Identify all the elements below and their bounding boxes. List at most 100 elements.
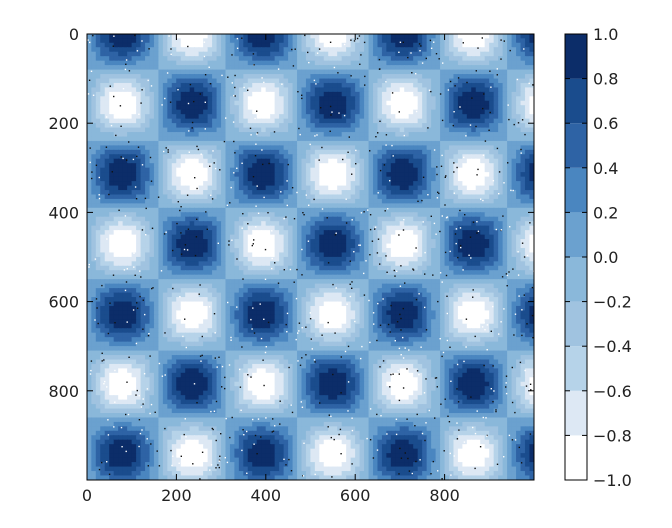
heatmap-cell [302, 239, 307, 244]
heatmap-cell [114, 105, 119, 110]
heatmap-cell [512, 239, 517, 244]
heatmap-cell [293, 110, 298, 115]
heatmap-cell [230, 38, 235, 43]
heatmap-cell [521, 92, 526, 97]
heatmap-cell [226, 123, 231, 128]
heatmap-cell [306, 74, 311, 79]
heatmap-cell [431, 163, 436, 168]
heatmap-cell [243, 79, 248, 84]
heatmap-cell [288, 230, 293, 235]
heatmap-cell [328, 172, 333, 177]
heatmap-cell [512, 96, 517, 101]
heatmap-cell [284, 128, 289, 133]
heatmap-cell [525, 172, 530, 177]
heatmap-cell [386, 186, 391, 191]
heatmap-cell [507, 56, 512, 61]
heatmap-cell [476, 239, 481, 244]
heatmap-cell [404, 114, 409, 119]
heatmap-cell [181, 212, 186, 217]
heatmap-cell [167, 163, 172, 168]
heatmap-cell [243, 159, 248, 164]
heatmap-cell [154, 163, 159, 168]
heatmap-cell [167, 92, 172, 97]
heatmap-cell [445, 159, 450, 164]
heatmap-cell [342, 154, 347, 159]
heatmap-cell [212, 203, 217, 208]
heatmap-cell [480, 212, 485, 217]
heatmap-cell [217, 132, 222, 137]
heatmap-cell [445, 146, 450, 151]
heatmap-cell [136, 83, 141, 88]
heatmap-cell [409, 230, 414, 235]
heatmap-cell [485, 123, 490, 128]
heatmap-cell [109, 163, 114, 168]
heatmap-cell [404, 163, 409, 168]
heatmap-cell [235, 154, 240, 159]
heatmap-cell [132, 172, 137, 177]
heatmap-cell [181, 128, 186, 133]
heatmap-cell [315, 105, 320, 110]
heatmap-cell [378, 47, 383, 52]
heatmap-cell [360, 186, 365, 191]
heatmap-cell [176, 132, 181, 137]
heatmap-cell [445, 65, 450, 70]
heatmap-cell [239, 230, 244, 235]
heatmap-cell [141, 96, 146, 101]
heatmap-cell [391, 208, 396, 213]
heatmap-cell [355, 92, 360, 97]
heatmap-cell [167, 141, 172, 146]
heatmap-cell [185, 168, 190, 173]
heatmap-cell [194, 96, 199, 101]
heatmap-cell [87, 34, 92, 39]
heatmap-cell [257, 168, 262, 173]
heatmap-cell [360, 244, 365, 249]
heatmap-cell [422, 235, 427, 240]
heatmap-cell [163, 52, 168, 57]
heatmap-cell [355, 154, 360, 159]
heatmap-cell [91, 114, 96, 119]
heatmap-cell [333, 195, 338, 200]
heatmap-cell [355, 186, 360, 191]
heatmap-cell [485, 221, 490, 226]
heatmap-cell [217, 83, 222, 88]
heatmap-cell [404, 221, 409, 226]
heatmap-cell [185, 65, 190, 70]
heatmap-cell [386, 199, 391, 204]
heatmap-cell [418, 56, 423, 61]
heatmap-cell [319, 217, 324, 222]
heatmap-cell [105, 56, 110, 61]
heatmap-cell [360, 199, 365, 204]
heatmap-cell [114, 208, 119, 213]
heatmap-cell [315, 154, 320, 159]
heatmap-cell [167, 226, 172, 231]
heatmap-cell [306, 132, 311, 137]
heatmap-cell [311, 74, 316, 79]
heatmap-cell [382, 137, 387, 142]
heatmap-cell [226, 52, 231, 57]
heatmap-cell [454, 74, 459, 79]
heatmap-cell [369, 190, 374, 195]
heatmap-cell [190, 199, 195, 204]
heatmap-cell [123, 92, 128, 97]
heatmap-cell [525, 163, 530, 168]
heatmap-cell [440, 74, 445, 79]
heatmap-cell [163, 123, 168, 128]
heatmap-cell [199, 181, 204, 186]
heatmap-cell [212, 208, 217, 213]
heatmap-cell [293, 235, 298, 240]
heatmap-cell [355, 181, 360, 186]
heatmap-cell [431, 110, 436, 115]
heatmap-cell [431, 92, 436, 97]
heatmap-cell [217, 119, 222, 124]
heatmap-cell [217, 52, 222, 57]
heatmap-cell [378, 141, 383, 146]
heatmap-cell [382, 47, 387, 52]
heatmap-cell [400, 146, 405, 151]
heatmap-cell [288, 110, 293, 115]
heatmap-cell [467, 128, 472, 133]
heatmap-cell [235, 212, 240, 217]
heatmap-cell [127, 159, 132, 164]
heatmap-cell [109, 74, 114, 79]
heatmap-cell [230, 235, 235, 240]
heatmap-cell [243, 114, 248, 119]
